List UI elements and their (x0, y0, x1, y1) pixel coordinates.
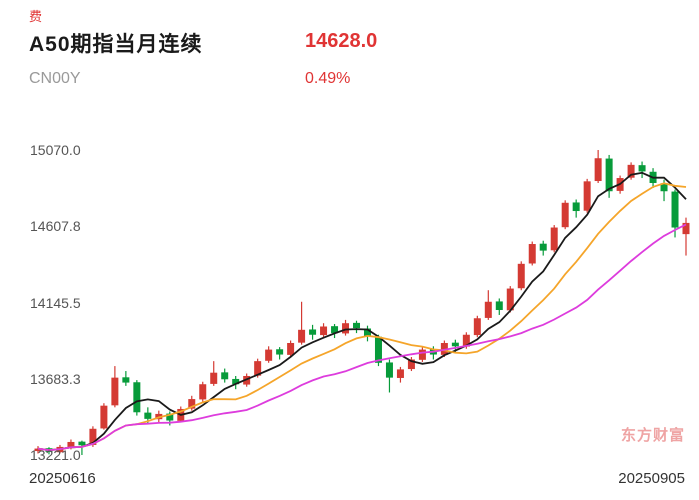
watermark-fragment: 费 (29, 9, 43, 24)
ma-line-ma10 (37, 182, 687, 452)
ma-line-ma20 (37, 223, 687, 452)
y-axis-label: 13221.0 (30, 447, 81, 463)
y-axis-label: 14145.5 (30, 295, 81, 311)
x-axis-start-label: 20250616 (29, 470, 96, 487)
brand-watermark: 东方财富 (620, 427, 685, 444)
instrument-code: CN00Y (29, 70, 81, 87)
y-axis-label: 14607.8 (30, 218, 81, 234)
change-percent: 0.49% (305, 70, 351, 87)
instrument-title: A50期指当月连续 (29, 33, 203, 56)
y-axis-label: 13683.3 (30, 371, 81, 387)
ma-line-ma5 (37, 171, 687, 452)
y-axis-label: 15070.0 (30, 142, 81, 158)
x-axis-end-label: 20250905 (618, 470, 685, 487)
last-price: 14628.0 (305, 30, 378, 52)
